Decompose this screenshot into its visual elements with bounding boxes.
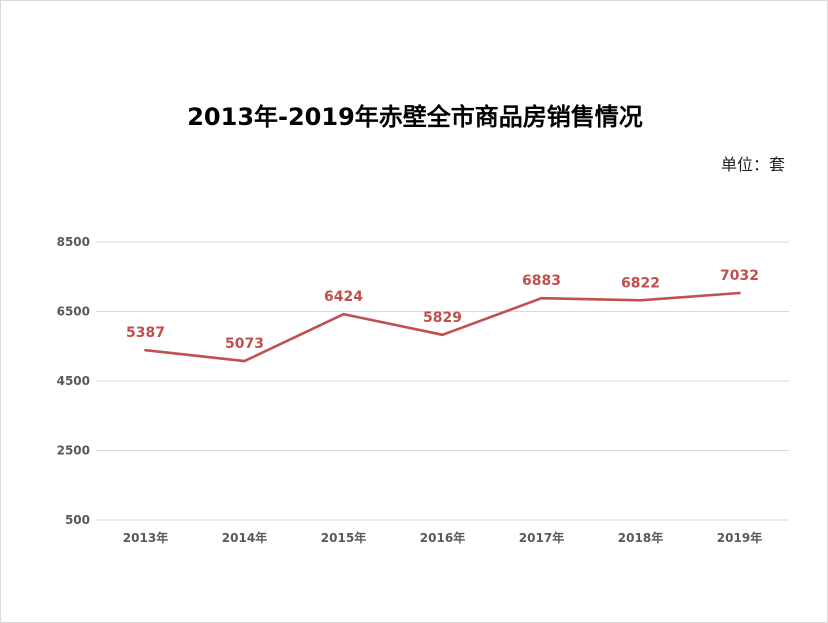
x-tick-label: 2013年 (123, 530, 168, 545)
data-labels: 5387 5073 6424 5829 6883 6822 7032 (126, 268, 759, 352)
data-point (540, 296, 543, 300)
y-tick-label: 500 (65, 513, 90, 527)
data-point (243, 359, 246, 363)
y-tick-label: 6500 (57, 305, 90, 319)
x-tick-label: 2015年 (321, 530, 366, 545)
data-label: 5829 (423, 310, 462, 326)
data-point (738, 291, 741, 295)
x-axis: 2013年 2014年 2015年 2016年 2017年 2018年 2019年 (123, 530, 762, 545)
x-tick-label: 2016年 (420, 530, 465, 545)
data-point (342, 312, 345, 316)
data-label: 6883 (522, 273, 561, 289)
data-label: 6424 (324, 289, 363, 305)
x-tick-label: 2014年 (222, 530, 267, 545)
x-tick-label: 2017年 (519, 530, 564, 545)
data-label: 5387 (126, 325, 165, 341)
data-label: 7032 (720, 268, 759, 284)
x-tick-label: 2019年 (717, 530, 762, 545)
y-tick-label: 2500 (57, 444, 90, 458)
y-axis: 500 2500 4500 6500 8500 (57, 235, 90, 527)
y-tick-label: 8500 (57, 235, 90, 249)
x-tick-label: 2018年 (618, 530, 663, 545)
data-point (639, 299, 642, 302)
data-label: 5073 (225, 336, 264, 352)
data-point (144, 348, 147, 352)
unit-label: 单位：套 (720, 155, 785, 174)
gridlines (96, 241, 789, 521)
data-point (441, 333, 444, 337)
chart-title: 2013年-2019年赤壁全市商品房销售情况 (187, 103, 643, 131)
y-tick-label: 4500 (57, 374, 90, 388)
plot-area (144, 291, 741, 363)
data-label: 6822 (621, 275, 660, 291)
